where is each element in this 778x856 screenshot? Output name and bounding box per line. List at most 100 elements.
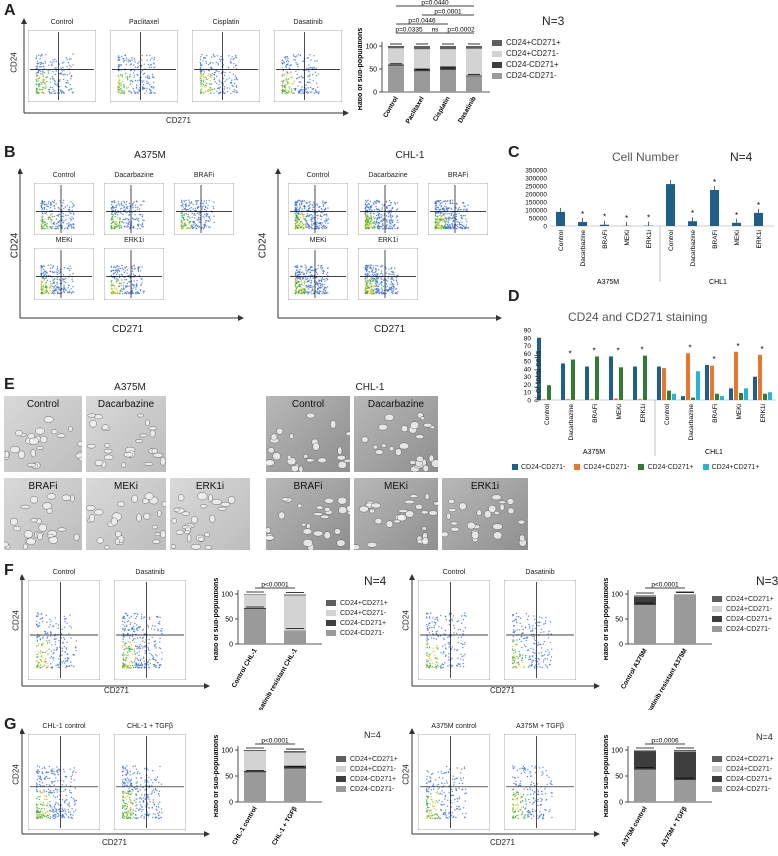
panel-e-micrograph-cells-6 [170, 492, 236, 550]
panel-b-a375m-flow-0-title: Control [52, 172, 76, 179]
panel-g-right-legend-label-2: CD24-CD271+ [726, 776, 773, 783]
panel-g-left-legend-item-2: CD24-CD271+ [336, 776, 398, 786]
panel-c-bar-2 [600, 224, 609, 226]
panel-e-micrograph-label-4: BRAFi [28, 481, 58, 492]
panel-a-flow-3-title: Dasatinib [293, 19, 323, 26]
panel-b-a375m-flow-4: ERK1i [104, 237, 164, 300]
panel-d-legend-label-1: CD24+CD271- [583, 464, 630, 471]
panel-f-right-n: N=3 [756, 574, 778, 588]
panel-label-b: B [4, 144, 16, 161]
panel-f-right-legend-item-0: CD24+CD271+ [712, 596, 774, 606]
panel-d-ytick-label-2: 20 [524, 382, 532, 389]
panel-f-left-n: N=4 [364, 574, 387, 588]
panel-c-star-4: * [647, 214, 650, 223]
panel-d-bar-0-2 [547, 385, 551, 401]
panel-a-n: N=3 [542, 14, 565, 28]
panel-b-a375m-flow-4-plot [104, 248, 164, 300]
panel-g-right-x-label: CD271 [490, 838, 515, 847]
panel-label-c: C [508, 144, 520, 161]
panel-c-ytick-label-5: 250000 [525, 184, 547, 191]
panel-e-micrograph-7: BRAFi [266, 478, 350, 550]
panel-b-a375m-flow-3-plot [34, 248, 94, 300]
panel-d-group-label-0: A375M [583, 449, 605, 456]
chartFR-bar-0-2 [634, 595, 656, 597]
panel-b-a375m-flow-0-plot [34, 183, 94, 235]
chartGR-bar-0-3 [634, 750, 656, 751]
panel-g-left-n: N=4 [364, 730, 381, 740]
panel-f-left-legend-swatch-2 [326, 620, 336, 627]
chartGL-bar-0-0 [244, 772, 266, 802]
chartA-xtick-label-1: Paclitaxel [405, 95, 426, 125]
panel-a-flow-3: Dasatinib [274, 19, 342, 102]
panel-d-xtick-label-1: Dacarbazine [568, 404, 575, 441]
chartFL-bar-0-2 [244, 594, 266, 608]
panel-b-axis-arrows [18, 168, 502, 321]
panel-d-xtick-label-5: Control [664, 403, 671, 425]
panel-f-axis-arrows [20, 574, 600, 689]
panel-a-legend-label-3: CD24-CD271- [506, 71, 557, 80]
panel-label-e: E [4, 376, 15, 393]
panel-a-legend-item-2: CD24-CD271+ [492, 60, 561, 71]
chartFL-bar-1-3 [284, 594, 306, 596]
panel-f-left-legend-item-3: CD24-CD271- [326, 630, 388, 640]
panel-f-left-x-label: CD271 [104, 686, 129, 695]
chartFL-ytick-label-0: 0 [229, 642, 233, 649]
panel-g-a375m-flow-0: A375M control [418, 723, 490, 830]
panel-d-legend-label-3: CD24+CD271+ [711, 464, 760, 471]
panel-e-micrograph-cells-5 [86, 492, 166, 550]
panel-e-micrograph-2: Control [266, 396, 350, 472]
panel-a-legend-item-0: CD24+CD271+ [492, 38, 561, 49]
chartFR-xtick-label-0: Control A375M [620, 648, 649, 691]
panel-g-left-legend-swatch-1 [336, 766, 346, 773]
panel-f-right-legend: CD24+CD271+ CD24+CD271- CD24-CD271+ CD24-CD… [712, 596, 774, 636]
panel-g-right-n: N=4 [756, 732, 773, 742]
panel-d-legend-swatch-1 [574, 464, 581, 471]
panel-f-a375m-flow-1-plot [504, 580, 576, 680]
panel-e-micrograph-6: ERK1i [170, 478, 250, 550]
panel-d-bar-8-0 [729, 388, 733, 401]
panel-d-xtick-label-4: ERK1i [640, 404, 647, 422]
chartGR-ytick-label-1: 50 [615, 774, 623, 781]
chartFL-bar-0-1 [244, 608, 266, 609]
panel-d-bar-9-1 [758, 354, 762, 400]
chartFR-ylabel: Ratio of sub-populations [604, 578, 610, 661]
chartGL-bar-0-3 [244, 750, 266, 752]
panel-c-ytick-label-2: 100000 [525, 208, 547, 215]
panel-f-right-legend-label-3: CD24-CD271- [726, 626, 771, 633]
panel-g-a375m-flow-1: A375M + TGFβ [504, 723, 576, 830]
panel-b-chl1-flow-0-title: Control [306, 172, 330, 179]
panel-d-xtick-label-0: Control [544, 403, 551, 425]
panel-c-ytick-label-7: 350000 [525, 168, 547, 175]
panel-f-left-legend-label-0: CD24+CD271+ [340, 600, 388, 607]
chartGR-bar-0-1 [634, 751, 656, 770]
panel-d-bar-5-3 [672, 393, 676, 400]
panel-d-bar-2-0 [585, 366, 589, 400]
panel-d-star-1: * [568, 350, 571, 359]
panel-d-bar-1-0 [561, 363, 565, 401]
panel-g-chl1-flow-1: CHL-1 + TGFβ [114, 723, 186, 830]
chartFR-bar-1-2 [674, 594, 696, 595]
panel-d-bar-6-3 [696, 371, 700, 401]
panel-c-ytick-label-6: 300000 [525, 176, 547, 183]
panel-e-micrograph-cells-4 [4, 493, 80, 550]
panel-a-legend-label-1: CD24+CD271- [506, 49, 559, 58]
panel-a-flow-0: Control [28, 19, 96, 102]
panel-g-left-legend-swatch-0 [336, 756, 346, 763]
chartFR-sig-label-0: p<0.0001 [651, 582, 679, 589]
panel-a-flow-2: Cisplatin [192, 19, 260, 102]
chartA-bar-2-0 [440, 69, 456, 92]
panel-d-title: CD24 and CD271 staining [568, 310, 708, 324]
panel-g-right-legend: CD24+CD271+ CD24+CD271- CD24-CD271+ CD24-CD… [712, 756, 774, 796]
panel-e-micrograph-label-2: Control [291, 399, 325, 410]
panel-label-d: D [508, 288, 520, 305]
chartFL-xtick-label-1: Dasatinib resistant CHL-1 [253, 647, 299, 710]
panel-d-star-6: * [688, 343, 691, 352]
panel-f-right-legend-item-1: CD24+CD271- [712, 606, 774, 616]
panel-d-bar-9-3 [768, 392, 772, 401]
chartA-sig-label-3: p=0.0335 [395, 27, 423, 34]
panel-d-legend-label-0: CD24-CD271- [521, 464, 566, 471]
panel-d-bar-6-2 [691, 397, 695, 400]
panel-d-legend-item-2: CD24-CD271+ [638, 464, 694, 471]
panel-d-bar-7-1 [710, 365, 714, 400]
